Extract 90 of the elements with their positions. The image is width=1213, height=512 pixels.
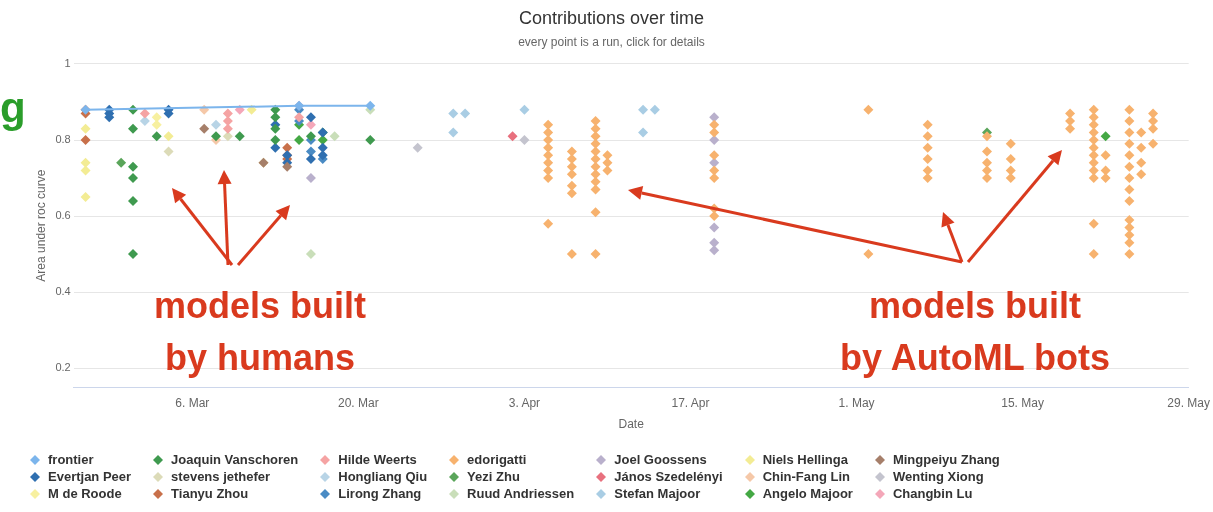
legend-label: Lirong Zhang bbox=[338, 486, 422, 501]
point bbox=[317, 142, 328, 153]
chart-subtitle: every point is a run, click for details bbox=[518, 35, 705, 50]
point bbox=[128, 249, 138, 260]
point bbox=[211, 131, 222, 142]
point bbox=[294, 112, 305, 123]
point bbox=[282, 161, 293, 172]
point bbox=[163, 146, 174, 157]
point bbox=[128, 161, 138, 172]
legend-label: Ruud Andriessen bbox=[467, 486, 575, 501]
point bbox=[709, 237, 720, 248]
y-tick-label: 0.2 bbox=[55, 361, 71, 374]
point bbox=[709, 135, 720, 146]
point bbox=[222, 108, 233, 119]
point bbox=[329, 131, 340, 142]
legend-label: Hongliang Qiu bbox=[338, 469, 428, 484]
legend-label: Hilde Weerts bbox=[338, 452, 417, 467]
point bbox=[199, 123, 210, 134]
legend-label: Chin-Fang Lin bbox=[762, 469, 851, 484]
point bbox=[270, 135, 281, 146]
x-tick-label: 6. Mar bbox=[175, 395, 210, 410]
point bbox=[412, 142, 423, 153]
point bbox=[305, 131, 316, 142]
y-tick-label: 0.8 bbox=[55, 133, 71, 146]
point bbox=[139, 116, 150, 127]
legend-label: Angelo Majoor bbox=[762, 486, 853, 501]
point bbox=[305, 112, 316, 123]
point bbox=[282, 142, 293, 153]
legend-label: M de Roode bbox=[48, 486, 122, 501]
legend-label: Tianyu Zhou bbox=[171, 486, 249, 501]
point bbox=[448, 108, 459, 119]
point bbox=[305, 173, 316, 184]
legend-label: Mingpeiyu Zhang bbox=[892, 452, 1000, 467]
x-tick-label: 1. May bbox=[838, 395, 875, 410]
point bbox=[234, 131, 245, 142]
x-tick-label: 3. Apr bbox=[508, 395, 541, 410]
point bbox=[270, 123, 281, 134]
point bbox=[365, 100, 376, 111]
point bbox=[709, 222, 720, 233]
legend-label: edorigatti bbox=[467, 452, 527, 467]
point bbox=[151, 131, 162, 142]
point bbox=[305, 146, 316, 157]
point bbox=[294, 135, 305, 146]
point bbox=[638, 127, 649, 138]
point bbox=[1100, 131, 1111, 142]
point bbox=[638, 104, 649, 115]
point bbox=[128, 173, 138, 184]
text: g bbox=[0, 83, 27, 133]
point bbox=[139, 108, 150, 119]
legend-label: Joel Goossens bbox=[614, 452, 707, 467]
point bbox=[305, 154, 316, 165]
legend-label: Evertjan Peer bbox=[48, 469, 132, 484]
legend-label: frontier bbox=[48, 452, 94, 467]
annotation: models built by AutoML bots bbox=[839, 284, 1111, 381]
y-axis-title: Area under roc curve bbox=[33, 169, 48, 282]
x-tick-label: 17. Apr bbox=[671, 395, 710, 410]
legend-label: Joaquin Vanschoren bbox=[171, 452, 299, 467]
point bbox=[270, 142, 281, 153]
point bbox=[519, 104, 530, 115]
point bbox=[709, 245, 720, 256]
x-axis-title: Date bbox=[618, 417, 645, 432]
legend-label: Wenting Xiong bbox=[892, 469, 984, 484]
point bbox=[128, 195, 138, 206]
legend-label: Stefan Majoor bbox=[614, 486, 701, 501]
x-tick-label: 15. May bbox=[1001, 395, 1044, 410]
point bbox=[507, 131, 518, 142]
point bbox=[305, 249, 316, 260]
point bbox=[163, 131, 174, 142]
point bbox=[270, 112, 281, 123]
legend-label: Niels Hellinga bbox=[762, 452, 848, 467]
legend-label: Yezi Zhu bbox=[467, 469, 520, 484]
legend-label: Changbin Lu bbox=[892, 486, 973, 501]
chart-title: Contributions over time bbox=[518, 7, 705, 28]
point bbox=[222, 131, 233, 142]
y-tick-label: 1 bbox=[64, 57, 71, 70]
y-tick-label: 0.6 bbox=[55, 209, 71, 222]
annotation: models built by humans bbox=[153, 284, 367, 381]
point bbox=[448, 127, 459, 138]
point bbox=[128, 123, 138, 134]
x-tick-label: 20. Mar bbox=[338, 395, 379, 410]
point bbox=[460, 108, 471, 119]
legend-label: stevens jethefer bbox=[171, 469, 271, 484]
y-tick-label: 0.4 bbox=[55, 285, 71, 298]
point bbox=[317, 150, 328, 161]
point bbox=[211, 119, 222, 130]
point bbox=[649, 104, 660, 115]
point bbox=[365, 135, 376, 146]
legend-label: János Szedelényi bbox=[614, 469, 723, 484]
x-tick-label: 29. May bbox=[1167, 395, 1210, 410]
point bbox=[519, 135, 530, 146]
